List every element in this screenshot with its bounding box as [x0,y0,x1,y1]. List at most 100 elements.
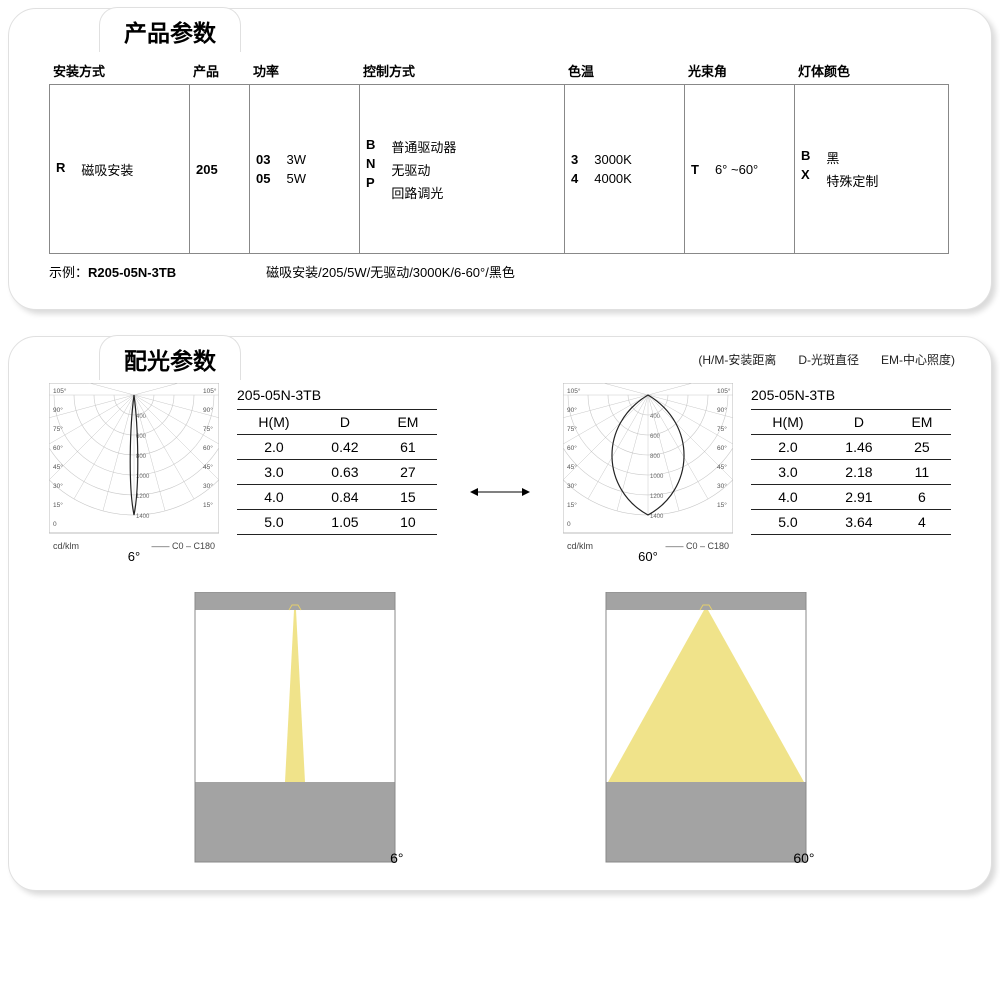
table-row: 5.01.0510 [237,510,437,535]
legend-0: (H/M-安装距离 [698,351,776,368]
svg-text:105°: 105° [53,387,67,395]
svg-text:90°: 90° [53,406,63,414]
beam-code: T [691,162,699,177]
svg-text:1400: 1400 [136,514,150,520]
beam-diagram-left [180,592,410,872]
svg-text:800: 800 [650,454,661,460]
cell-beam: T 6° ~60° [684,84,794,254]
beam-label: 6° ~60° [715,162,758,177]
control-code-2: P [366,175,375,190]
polar-right: 400600800100012001400105°90°75°60°45°30°… [563,383,733,564]
polar-right-angle: 60° [563,549,733,564]
header-product: 产品 [189,55,249,84]
spec-card: 产品参数 安装方式 产品 功率 控制方式 色温 光束角 灯体颜色 R 磁吸安装 … [8,8,992,310]
model-right: 205-05N-3TB [751,383,951,410]
table-row: 3.00.6327 [237,460,437,485]
power-code-1: 05 [256,171,270,186]
control-label-2: 回路调光 [391,183,456,202]
header-control: 控制方式 [359,55,564,84]
light-card-tab: 配光参数 [99,335,241,380]
svg-text:60°: 60° [203,444,213,452]
polar-right-foot-r: —— C0 – C180 [665,541,729,551]
example-prefix: 示例： [49,265,88,280]
cct-code-0: 3 [571,152,578,167]
model-left: 205-05N-3TB [237,383,437,410]
beam-illus-row: 6° 60° [49,592,951,872]
power-label-0: 3W [286,152,306,167]
polar-left-foot-r: —— C0 – C180 [151,541,215,551]
beam-illus-right: 60° [591,592,821,872]
light-columns: 400600800100012001400105°90°75°60°45°30°… [49,383,951,564]
power-code-0: 03 [256,152,270,167]
data-table-right: 205-05N-3TB H(M) D EM 2.01.46253.02.1811… [751,383,951,535]
polar-left-foot-l: cd/klm [53,541,79,551]
right-column: 400600800100012001400105°90°75°60°45°30°… [563,383,951,564]
table-row: 5.03.644 [751,510,951,535]
double-arrow-icon [470,485,530,499]
install-label: 磁吸安装 [81,160,133,179]
control-code-1: N [366,156,375,171]
header-cct: 色温 [564,55,684,84]
svg-text:30°: 30° [203,482,213,490]
svg-text:30°: 30° [53,482,63,490]
color-label-0: 黑 [826,148,878,167]
beam-right-caption: 60° [793,850,814,866]
legend-2: EM-中心照度) [881,351,955,368]
color-code-1: X [801,167,810,182]
beam-left-caption: 6° [390,850,403,866]
th-l-2: EM [379,410,437,435]
example-code: R205-05N-3TB [88,265,176,280]
svg-text:75°: 75° [203,425,213,433]
th-l-0: H(M) [237,410,311,435]
th-r-0: H(M) [751,410,825,435]
th-r-1: D [825,410,893,435]
svg-text:75°: 75° [567,425,577,433]
power-label-1: 5W [286,171,306,186]
spec-card-tab: 产品参数 [99,7,241,52]
svg-text:400: 400 [136,414,147,420]
legend-row: (H/M-安装距离 D-光斑直径 EM-中心照度) [698,351,955,368]
svg-text:45°: 45° [567,463,577,471]
example-line: 示例：R205-05N-3TB 磁吸安装/205/5W/无驱动/3000K/6-… [49,262,951,281]
example-desc: 磁吸安装/205/5W/无驱动/3000K/6-60°/黑色 [266,262,515,281]
left-column: 400600800100012001400105°90°75°60°45°30°… [49,383,437,564]
svg-text:90°: 90° [717,406,727,414]
beam-illus-left: 6° [180,592,410,872]
install-code: R [56,160,65,175]
arrow-between [465,445,535,502]
svg-text:15°: 15° [567,501,577,509]
svg-text:105°: 105° [717,387,731,395]
svg-text:30°: 30° [717,482,727,490]
svg-text:15°: 15° [203,501,213,509]
svg-text:15°: 15° [53,501,63,509]
svg-text:75°: 75° [717,425,727,433]
table-row: 4.00.8415 [237,485,437,510]
th-r-2: EM [893,410,951,435]
color-label-1: 特殊定制 [826,171,878,190]
cct-label-0: 3000K [594,152,632,167]
cell-color: B X 黑 特殊定制 [794,84,949,254]
header-power: 功率 [249,55,359,84]
control-label-0: 普通驱动器 [391,137,456,156]
svg-text:30°: 30° [567,482,577,490]
svg-text:90°: 90° [567,406,577,414]
header-color: 灯体颜色 [794,55,949,84]
svg-text:45°: 45° [717,463,727,471]
polar-right-foot-l: cd/klm [567,541,593,551]
table-row: 4.02.916 [751,485,951,510]
svg-text:105°: 105° [203,387,217,395]
beam-diagram-right [591,592,821,872]
cell-install: R 磁吸安装 [49,84,189,254]
cell-power: 03 05 3W 5W [249,84,359,254]
table-row: 2.01.4625 [751,435,951,460]
svg-text:75°: 75° [53,425,63,433]
header-beam: 光束角 [684,55,794,84]
polar-chart-left: 400600800100012001400105°90°75°60°45°30°… [49,383,219,538]
svg-text:105°: 105° [567,387,581,395]
polar-left-angle: 6° [49,549,219,564]
control-label-1: 无驱动 [391,160,456,179]
polar-left: 400600800100012001400105°90°75°60°45°30°… [49,383,219,564]
spec-header-row: 安装方式 产品 功率 控制方式 色温 光束角 灯体颜色 [49,55,951,84]
legend-1: D-光斑直径 [798,351,859,368]
th-l-1: D [311,410,379,435]
